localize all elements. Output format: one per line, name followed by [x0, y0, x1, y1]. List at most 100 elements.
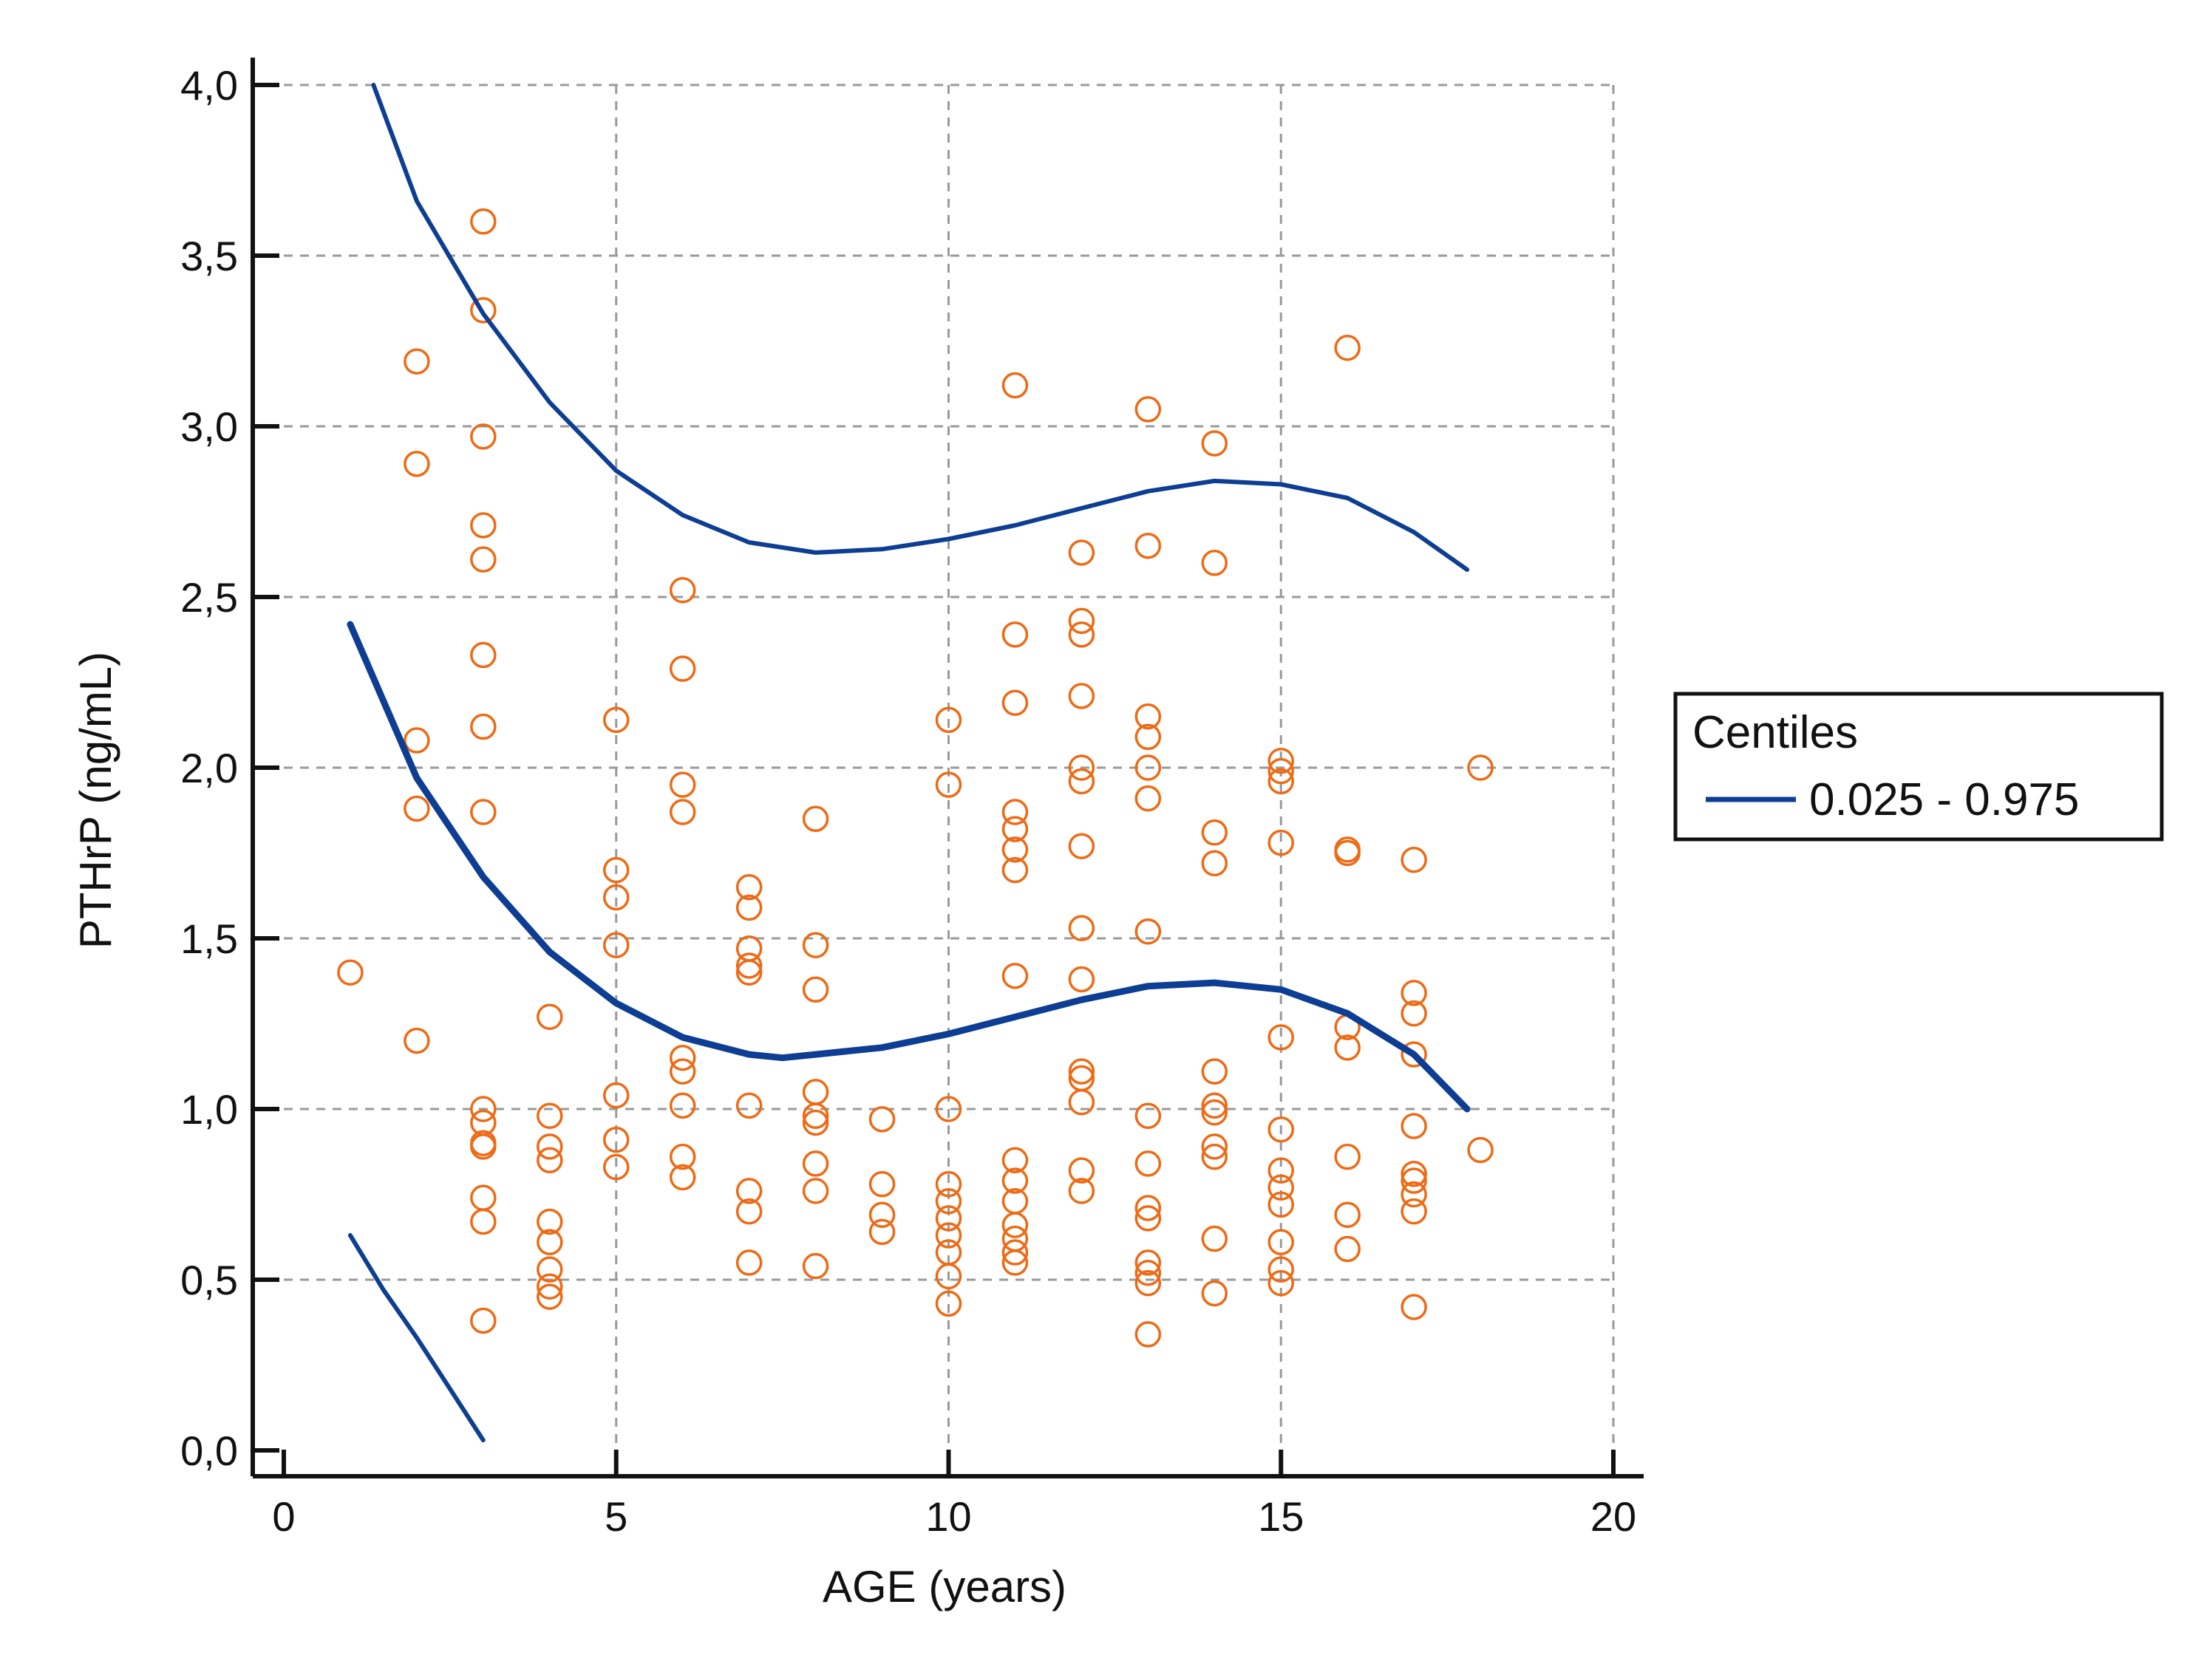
data-point: [802, 1150, 829, 1177]
data-point: [1001, 621, 1029, 648]
y-tick-label: 0,5: [180, 1257, 238, 1303]
centile-lines: [347, 83, 1471, 1443]
data-point: [1134, 785, 1162, 812]
data-points: [337, 208, 1494, 1348]
y-axis-title: PTHrP (ng/mL): [71, 652, 120, 949]
data-point: [337, 959, 364, 986]
data-point: [1334, 1201, 1361, 1228]
data-point: [1134, 754, 1162, 781]
data-point: [470, 641, 497, 669]
data-point: [802, 1178, 829, 1204]
legend: Centiles 0.025 - 0.975: [1673, 692, 2164, 842]
data-point: [735, 1198, 763, 1225]
data-point: [470, 713, 497, 740]
data-point: [1334, 1034, 1361, 1061]
data-point: [868, 1201, 896, 1228]
data-point: [1401, 980, 1427, 1006]
data-point: [404, 727, 430, 754]
data-point: [1201, 1133, 1228, 1160]
x-axis-title: AGE (years): [823, 1562, 1066, 1611]
data-point: [404, 348, 430, 375]
data-point: [1068, 1058, 1095, 1085]
data-point: [1201, 1143, 1228, 1170]
data-point: [1201, 1225, 1228, 1252]
data-point: [1267, 1116, 1294, 1143]
y-tick-label: 0,0: [180, 1427, 238, 1474]
data-point: [1001, 816, 1029, 842]
data-point: [1201, 1092, 1228, 1119]
data-point: [1068, 833, 1095, 860]
data-point: [1068, 1089, 1095, 1116]
data-point: [470, 1307, 497, 1334]
data-point: [1068, 1157, 1095, 1184]
data-point: [603, 932, 630, 958]
data-point: [669, 1044, 696, 1071]
data-point: [669, 577, 696, 604]
data-point: [1134, 1269, 1162, 1297]
data-point: [603, 1153, 630, 1181]
data-point: [669, 1164, 696, 1191]
data-point: [1001, 799, 1029, 825]
data-point: [470, 799, 497, 825]
data-point: [802, 1079, 829, 1105]
data-point: [537, 1273, 563, 1300]
data-point: [935, 1187, 962, 1215]
data-point: [603, 884, 630, 911]
data-point: [1001, 1212, 1029, 1238]
data-point: [603, 1126, 630, 1153]
data-point: [1134, 1205, 1162, 1232]
data-point: [935, 1263, 962, 1290]
data-point: [537, 1208, 563, 1235]
data-point: [1267, 1024, 1294, 1051]
data-point: [735, 1249, 763, 1276]
data-point: [470, 297, 497, 324]
data-point: [1134, 532, 1162, 559]
data-point: [868, 1170, 896, 1198]
data-point: [1267, 1269, 1294, 1297]
data-point: [470, 423, 497, 450]
y-tick-label: 3,5: [180, 233, 238, 279]
data-point: [1134, 1150, 1162, 1177]
data-point: [1467, 754, 1494, 781]
data-point: [802, 932, 829, 958]
data-point: [470, 546, 497, 573]
data-point: [470, 1133, 497, 1160]
data-point: [1134, 1102, 1162, 1129]
data-point: [1401, 1294, 1427, 1320]
data-point: [935, 1290, 962, 1317]
data-point: [470, 1208, 497, 1235]
data-point: [669, 1058, 696, 1085]
data-point: [669, 1092, 696, 1119]
y-tick-label: 1,5: [180, 915, 238, 962]
data-point: [802, 805, 829, 833]
data-point: [1267, 1157, 1294, 1184]
data-point: [1401, 1198, 1427, 1225]
data-point: [669, 1143, 696, 1170]
legend-entry-label: 0.025 - 0.975: [1809, 774, 2079, 825]
data-point: [735, 959, 763, 986]
data-point: [1001, 1225, 1029, 1252]
data-point: [868, 1106, 896, 1133]
data-point: [470, 512, 497, 539]
data-point: [735, 894, 763, 921]
data-point: [470, 208, 497, 235]
y-tick-label: 3,0: [180, 403, 238, 450]
data-point: [1334, 1143, 1361, 1170]
x-tick-label: 0: [272, 1493, 295, 1540]
x-tick-label: 10: [925, 1493, 971, 1540]
data-point: [935, 1222, 962, 1249]
y-tick-label: 4,0: [180, 62, 238, 109]
centile-line-median: [347, 621, 1471, 1113]
axes: [251, 58, 1644, 1478]
data-point: [470, 1096, 497, 1122]
data-point: [1001, 1239, 1029, 1266]
centile-line-0-975-centile: [371, 83, 1470, 572]
data-point: [603, 1082, 630, 1109]
data-point: [470, 1184, 497, 1211]
data-point: [1334, 334, 1361, 361]
data-point: [1267, 1229, 1294, 1255]
data-point: [935, 1096, 962, 1122]
data-point: [1334, 839, 1361, 867]
data-point: [802, 1102, 829, 1129]
data-point: [537, 1102, 563, 1129]
